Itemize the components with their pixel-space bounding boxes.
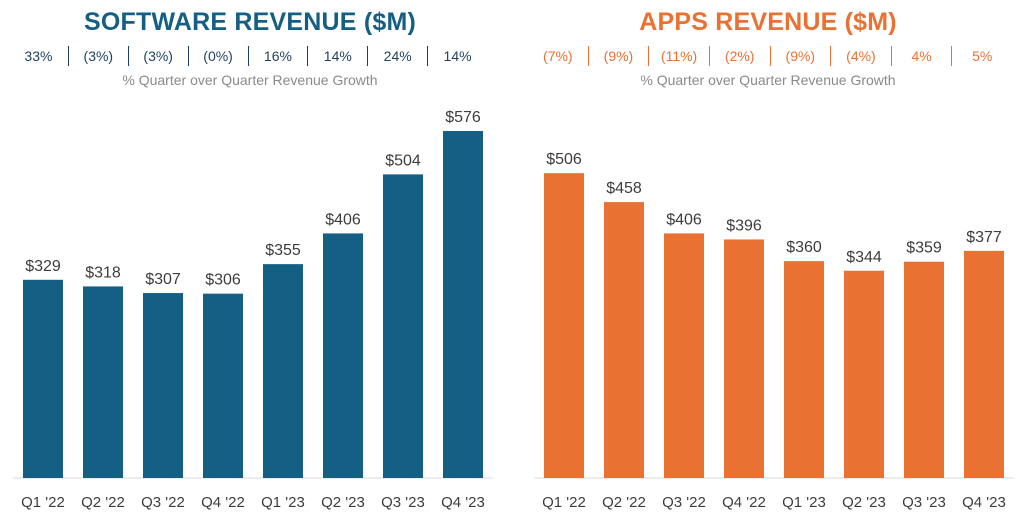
bar xyxy=(143,293,183,478)
bar xyxy=(443,131,483,478)
bar-value-label: $396 xyxy=(726,217,762,234)
growth-label: 4% xyxy=(890,46,952,66)
bar xyxy=(263,264,303,478)
growth-label: (7%) xyxy=(543,48,573,64)
bar xyxy=(904,261,944,478)
software-growth-caption: % Quarter over Quarter Revenue Growth xyxy=(122,72,378,88)
bar-value-label: $307 xyxy=(145,271,181,288)
growth-label: (9%) xyxy=(769,46,831,66)
x-tick-label: Q4 '22 xyxy=(201,494,245,511)
apps-bar-chart: $506 Q1 '22 $458 Q2 '22 $406 Q3 '22 $396 Q4 '22… xyxy=(534,151,1014,511)
bar xyxy=(664,233,704,478)
x-tick-label: Q2 '22 xyxy=(81,494,125,511)
bar xyxy=(544,173,584,478)
bar-value-label: $318 xyxy=(85,264,121,281)
bar xyxy=(203,293,243,478)
x-tick-label: Q3 '22 xyxy=(662,494,706,511)
bar-value-label: $576 xyxy=(445,109,481,126)
growth-label: (9%) xyxy=(587,46,649,66)
growth-label: 24% xyxy=(367,46,427,66)
x-tick-label: Q4 '23 xyxy=(441,494,485,511)
bar-value-label: $506 xyxy=(546,151,582,168)
software-revenue-panel: SOFTWARE REVENUE ($M) 33% (3%) (3%) (0%)… xyxy=(0,0,500,525)
x-tick-label: Q3 '23 xyxy=(381,494,425,511)
x-tick-label: Q2 '23 xyxy=(842,494,886,511)
bar xyxy=(784,261,824,478)
growth-label: (4%) xyxy=(830,46,891,66)
bar xyxy=(323,233,363,478)
bar xyxy=(604,202,644,479)
x-tick-label: Q1 '22 xyxy=(542,494,586,511)
bar-value-label: $306 xyxy=(205,272,241,289)
bar-value-label: $355 xyxy=(265,242,301,259)
software-bar-chart: $329 Q1 '22 $318 Q2 '22 $307 Q3 '22 $306 Q4 '22… xyxy=(13,109,493,511)
bar-value-label: $377 xyxy=(966,229,1002,246)
apps-revenue-panel: APPS REVENUE ($M) (7%) (9%) (11%) (2%) (… xyxy=(512,0,1024,525)
bar-value-label: $406 xyxy=(666,211,702,228)
bar xyxy=(844,270,884,478)
bar xyxy=(724,239,764,478)
bar xyxy=(23,279,63,478)
bar-value-label: $329 xyxy=(25,258,61,275)
bar-value-label: $406 xyxy=(325,211,361,228)
apps-growth-row: (7%) (9%) (11%) (2%) (9%) (4%) 4% 5% xyxy=(528,46,1012,66)
growth-label: (11%) xyxy=(648,46,709,66)
x-tick-label: Q2 '22 xyxy=(602,494,646,511)
x-tick-label: Q1 '23 xyxy=(782,494,826,511)
growth-label: 33% xyxy=(24,48,53,64)
growth-label: 16% xyxy=(247,46,308,66)
software-chart-title: SOFTWARE REVENUE ($M) xyxy=(84,8,416,36)
apps-growth-caption: % Quarter over Quarter Revenue Growth xyxy=(640,72,896,88)
x-tick-label: Q3 '22 xyxy=(141,494,185,511)
growth-label: 14% xyxy=(307,46,367,66)
growth-label: 14% xyxy=(427,46,487,66)
growth-label: (2%) xyxy=(708,46,770,66)
growth-label: (3%) xyxy=(67,46,128,66)
bar xyxy=(964,250,1004,478)
bar xyxy=(83,286,123,478)
growth-label: (3%) xyxy=(127,46,188,66)
x-tick-label: Q4 '22 xyxy=(722,494,766,511)
bar-value-label: $360 xyxy=(786,239,822,256)
bar-value-label: $344 xyxy=(846,249,882,266)
x-tick-label: Q1 '23 xyxy=(261,494,305,511)
bar-value-label: $504 xyxy=(385,152,421,169)
growth-label: 5% xyxy=(951,46,1012,66)
x-tick-label: Q4 '23 xyxy=(962,494,1006,511)
software-growth-row: 33% (3%) (3%) (0%) 16% 14% 24% 14% xyxy=(9,46,487,66)
growth-label: (0%) xyxy=(187,46,248,66)
bar xyxy=(383,174,423,478)
bar-value-label: $359 xyxy=(906,240,942,257)
bar-value-label: $458 xyxy=(606,180,642,197)
x-tick-label: Q3 '23 xyxy=(902,494,946,511)
x-tick-label: Q2 '23 xyxy=(321,494,365,511)
x-tick-label: Q1 '22 xyxy=(21,494,65,511)
apps-chart-title: APPS REVENUE ($M) xyxy=(639,8,897,36)
